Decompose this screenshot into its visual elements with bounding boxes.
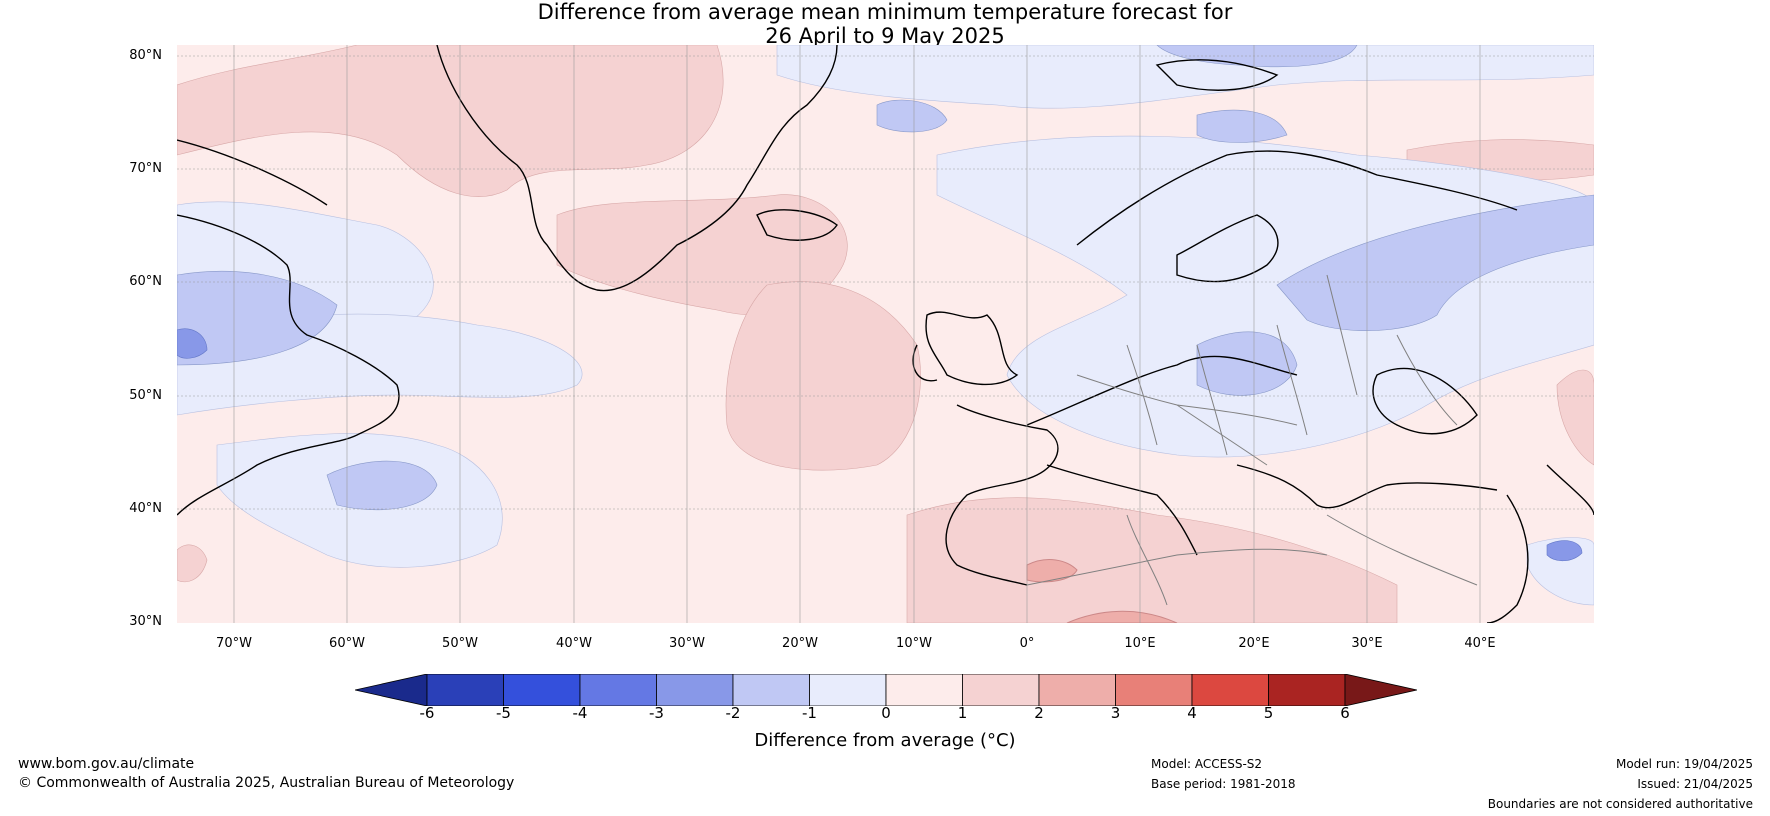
- lon-label-10w: 10°W: [896, 636, 932, 651]
- lat-label-40n: 40°N: [129, 501, 162, 516]
- colorbar-tick-label: 5: [1263, 704, 1274, 722]
- lon-label-40e: 40°E: [1464, 636, 1496, 651]
- coastlines: [177, 45, 1594, 623]
- colorbar-tick-label: -3: [649, 704, 664, 722]
- colorbar-segment: [732, 673, 810, 707]
- colorbar-segment: [1115, 673, 1193, 707]
- colorbar-extend-low: [354, 673, 428, 707]
- colorbar-tick-label: -5: [496, 704, 511, 722]
- lat-label-60n: 60°N: [129, 274, 162, 289]
- colorbar-segment: [579, 673, 657, 707]
- warm-anomaly-regions: [177, 45, 1594, 623]
- lat-label-80n: 80°N: [129, 48, 162, 63]
- colorbar-segment: [1038, 673, 1116, 707]
- lon-label-20w: 20°W: [782, 636, 818, 651]
- footer-model: Model: ACCESS-S2: [1151, 757, 1263, 771]
- title-line-1: Difference from average mean minimum tem…: [537, 0, 1233, 24]
- title-line-2: 26 April to 9 May 2025: [765, 24, 1005, 48]
- footer-base-period: Base period: 1981-2018: [1151, 777, 1296, 791]
- colorbar-label: Difference from average (°C): [754, 730, 1016, 751]
- strong-warm-anomaly-regions: [1026, 559, 1178, 623]
- footer-copyright: © Commonwealth of Australia 2025, Austra…: [18, 775, 515, 791]
- lon-label-30w: 30°W: [669, 636, 705, 651]
- chart-title: Difference from average mean minimum tem…: [0, 0, 1770, 48]
- footer-disclaimer: Boundaries are not considered authoritat…: [1487, 797, 1753, 811]
- colorbar-tick-label: 2: [1034, 704, 1044, 722]
- footer-model-run: Model run: 19/04/2025: [1615, 757, 1753, 771]
- colorbar-tick-label: -2: [725, 704, 741, 722]
- graticule: [177, 45, 1594, 623]
- lat-label-30n: 30°N: [129, 614, 162, 629]
- colorbar-tick-label: -4: [572, 704, 588, 722]
- country-borders: [1026, 274, 1478, 606]
- colorbar-segment: [885, 673, 963, 707]
- lon-label-20e: 20°E: [1238, 636, 1270, 651]
- colorbar-tick-label: 4: [1187, 704, 1197, 722]
- footer-website: www.bom.gov.au/climate: [18, 756, 195, 772]
- colorbar-segment: [656, 673, 734, 707]
- strong-cool-anomaly-regions: [177, 45, 1594, 562]
- colorbar-tick-label: 1: [957, 704, 968, 722]
- colorbar-segment: [503, 673, 581, 707]
- colorbar-tick-label: 0: [881, 704, 891, 722]
- lon-label-40w: 40°W: [556, 636, 592, 651]
- lon-label-0: 0°: [1019, 636, 1035, 651]
- lon-label-10e: 10°E: [1124, 636, 1156, 651]
- colorbar-segment: [426, 673, 504, 707]
- colorbar-segment: [1191, 673, 1269, 707]
- colorbar-tick-label: -1: [802, 704, 817, 722]
- colorbar-segment: [962, 673, 1040, 707]
- colorbar-tick-label: 6: [1340, 704, 1350, 722]
- lon-label-30e: 30°E: [1351, 636, 1383, 651]
- lat-label-70n: 70°N: [129, 161, 162, 176]
- lon-label-60w: 60°W: [329, 636, 365, 651]
- lon-label-70w: 70°W: [216, 636, 252, 651]
- lon-label-50w: 50°W: [442, 636, 478, 651]
- colorbar-extend-high: [1344, 673, 1418, 707]
- footer-issued: Issued: 21/04/2025: [1637, 777, 1753, 791]
- colorbar-tick-label: -6: [419, 704, 435, 722]
- lat-label-50n: 50°N: [129, 388, 162, 403]
- map-canvas: [177, 45, 1594, 623]
- colorbar-segment: [809, 673, 887, 707]
- colorbar: [354, 673, 1418, 707]
- forecast-map: [177, 45, 1594, 623]
- colorbar-segment: [1268, 673, 1346, 707]
- colorbar-tick-label: 3: [1110, 704, 1121, 722]
- colorbar-svg: [354, 673, 1418, 707]
